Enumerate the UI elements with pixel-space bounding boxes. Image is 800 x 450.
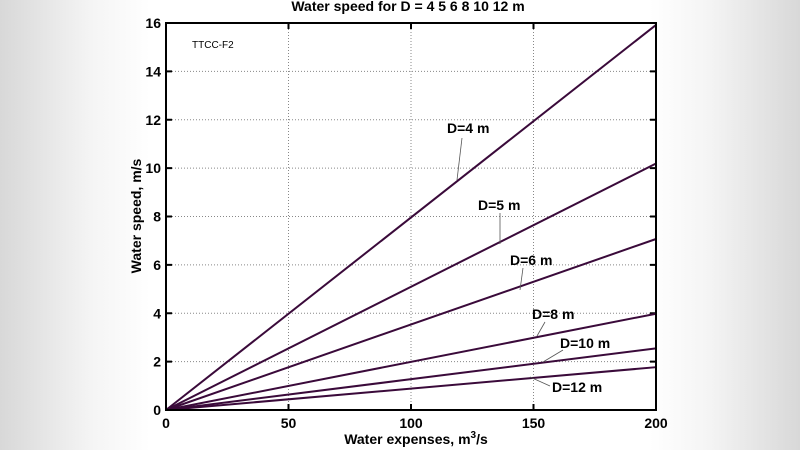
y-tick-label: 6 <box>153 257 161 273</box>
y-tick-label: 12 <box>145 112 161 128</box>
y-tick-label: 10 <box>145 160 161 176</box>
series-label: D=10 m <box>560 335 610 351</box>
series-label: D=8 m <box>532 306 574 322</box>
series-line-d6m <box>165 238 657 411</box>
series-label: D=5 m <box>478 197 520 213</box>
x-tick-label: 150 <box>522 415 546 431</box>
series-label: D=4 m <box>447 120 489 136</box>
y-tick-label: 2 <box>153 354 161 370</box>
y-axis-label: Water speed, m/s <box>128 158 144 273</box>
annotation-ttcc: TTCC-F2 <box>192 40 234 51</box>
y-tick-label: 16 <box>145 15 161 31</box>
y-tick-label: 4 <box>153 305 161 321</box>
leader-line <box>519 267 524 291</box>
x-tick-label: 100 <box>399 415 423 431</box>
series-line-d5m <box>165 162 657 411</box>
leader-line <box>529 376 551 387</box>
x-axis-label: Water expenses, m3/s <box>344 430 488 447</box>
x-tick-label: 0 <box>162 415 170 431</box>
series-line-d4m <box>165 24 657 411</box>
series-line-d10m <box>165 347 657 411</box>
x-tick-label: 50 <box>281 415 297 431</box>
series-label: D=6 m <box>510 252 552 268</box>
x-tick-label: 200 <box>644 415 668 431</box>
series-label: D=12 m <box>552 379 602 395</box>
leader-line <box>542 349 564 363</box>
y-tick-label: 8 <box>153 209 161 225</box>
y-tick-label: 0 <box>153 402 161 418</box>
series-line-d8m <box>165 312 657 411</box>
series-line-d12m <box>165 366 657 411</box>
leader-line <box>536 321 546 337</box>
chart-title: Water speed for D = 4 5 6 8 10 12 m <box>291 0 524 14</box>
plot-frame <box>165 22 657 411</box>
leader-line <box>456 137 463 181</box>
y-tick-label: 14 <box>145 63 161 79</box>
